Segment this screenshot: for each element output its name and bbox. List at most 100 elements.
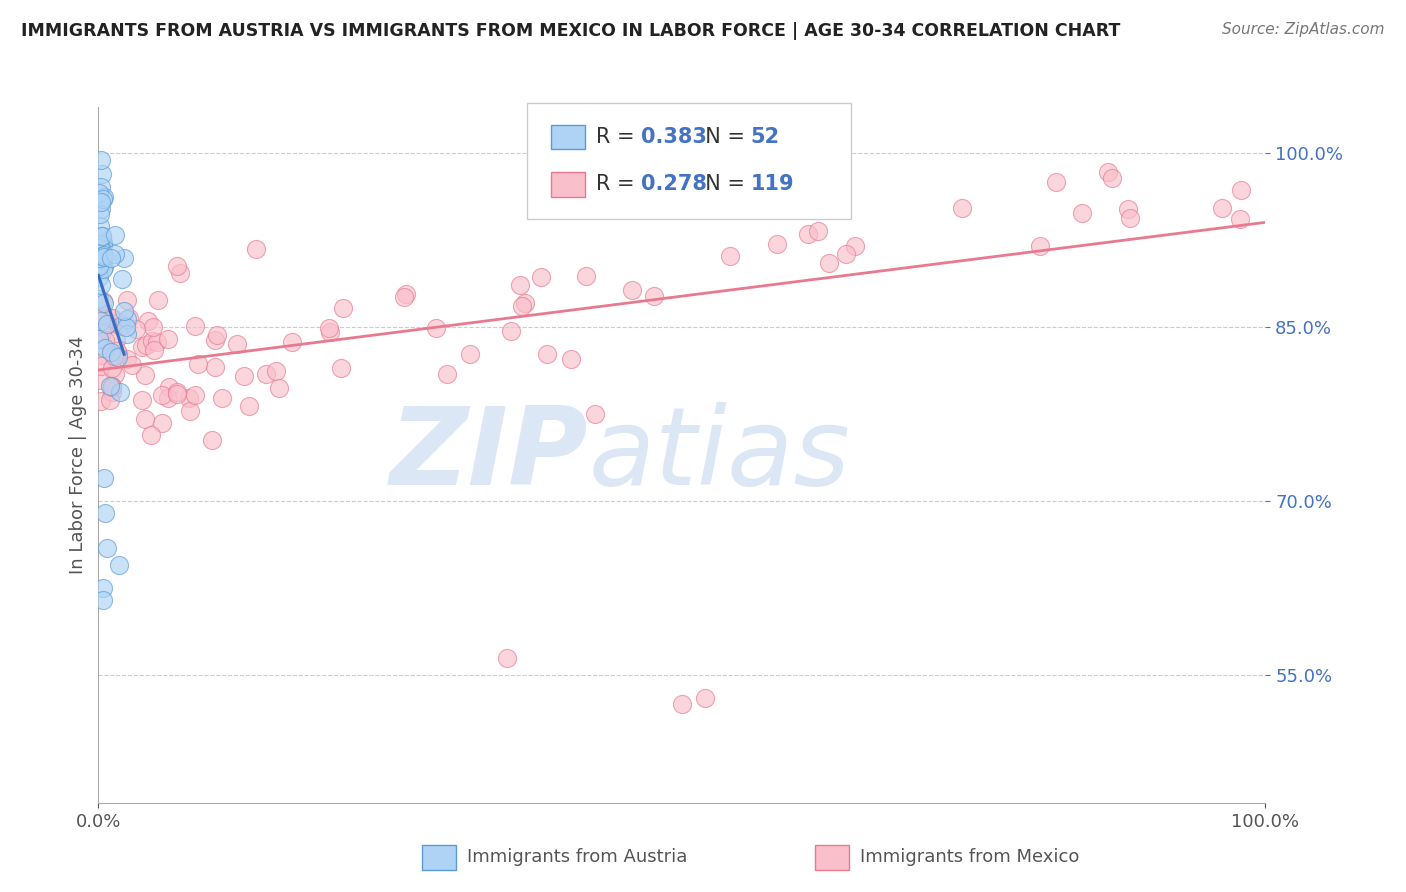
Text: Immigrants from Mexico: Immigrants from Mexico <box>860 848 1080 866</box>
Point <box>90 309 112 323</box>
Point <box>89 219 111 233</box>
Point <box>89 207 111 221</box>
Point <box>112 252 135 266</box>
Point <box>115 319 138 334</box>
Text: Immigrants from Austria: Immigrants from Austria <box>467 848 688 866</box>
Point <box>91 192 114 206</box>
Text: 119: 119 <box>751 174 794 194</box>
Point <box>1029 239 1052 253</box>
Point <box>108 384 131 399</box>
Point <box>93 250 115 264</box>
Point <box>254 367 277 381</box>
Point <box>201 433 224 447</box>
Point <box>1101 171 1123 186</box>
Point <box>157 380 180 394</box>
Point <box>93 471 115 485</box>
Point <box>807 223 830 237</box>
Point <box>238 399 260 413</box>
Point <box>115 351 138 366</box>
Point <box>204 333 226 347</box>
Point <box>245 243 267 257</box>
Point <box>112 304 135 318</box>
Point <box>121 358 143 372</box>
Point <box>166 259 188 273</box>
Point <box>184 388 207 402</box>
Point <box>108 558 131 573</box>
Point <box>394 290 416 304</box>
Point <box>184 319 207 334</box>
Point <box>157 392 180 406</box>
Point <box>620 283 643 297</box>
Point <box>499 324 522 338</box>
Point <box>93 296 115 310</box>
Point <box>91 582 114 596</box>
Point <box>93 190 115 204</box>
Point <box>226 337 249 351</box>
Point <box>91 235 114 250</box>
Point <box>124 321 146 335</box>
Point <box>145 334 167 349</box>
Point <box>269 381 291 395</box>
Point <box>281 334 304 349</box>
Point <box>187 357 209 371</box>
Point <box>90 194 112 209</box>
Point <box>141 320 163 334</box>
Point <box>104 367 127 381</box>
Point <box>135 338 157 352</box>
Text: 0.383: 0.383 <box>641 127 707 147</box>
Point <box>91 325 114 339</box>
Point <box>950 201 973 215</box>
Point <box>583 407 606 421</box>
Point <box>166 387 188 401</box>
Text: N =: N = <box>692 174 751 194</box>
Point <box>100 380 122 394</box>
Point <box>515 295 537 310</box>
Point <box>100 251 122 265</box>
Point <box>134 411 156 425</box>
Point <box>96 317 118 331</box>
Point <box>107 346 129 360</box>
Point <box>93 248 115 262</box>
Point <box>136 314 159 328</box>
Point <box>90 249 112 263</box>
Point <box>1230 184 1253 198</box>
Point <box>101 385 124 400</box>
Point <box>90 259 112 273</box>
Point <box>536 347 558 361</box>
Point <box>142 343 165 357</box>
Point <box>98 378 121 392</box>
Point <box>1097 165 1119 179</box>
Point <box>330 360 353 375</box>
Point <box>510 299 533 313</box>
Point <box>98 393 121 408</box>
Point <box>141 334 163 348</box>
Point <box>90 308 112 322</box>
Point <box>90 394 112 409</box>
Point <box>204 359 226 374</box>
Text: N =: N = <box>692 127 751 147</box>
Point <box>90 228 112 243</box>
Point <box>90 153 112 168</box>
Point <box>508 277 530 292</box>
Point <box>90 322 112 336</box>
Y-axis label: In Labor Force | Age 30-34: In Labor Force | Age 30-34 <box>69 335 87 574</box>
Text: R =: R = <box>596 174 641 194</box>
Point <box>94 506 117 520</box>
Point <box>166 385 188 400</box>
Point <box>830 201 852 215</box>
Point <box>205 327 228 342</box>
Point <box>91 294 114 309</box>
Point <box>91 592 114 607</box>
Point <box>131 392 153 407</box>
Point <box>1211 201 1233 215</box>
Point <box>718 249 741 263</box>
Point <box>110 318 132 333</box>
Point <box>115 326 138 341</box>
Point <box>100 379 122 393</box>
Point <box>818 256 841 270</box>
Point <box>89 332 111 346</box>
Point <box>90 180 112 194</box>
Point <box>179 404 201 418</box>
Point <box>90 167 112 181</box>
Point <box>530 270 553 285</box>
